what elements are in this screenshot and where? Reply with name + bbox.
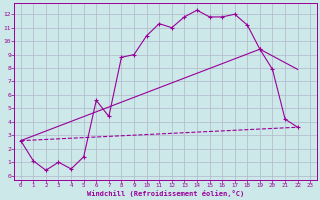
- X-axis label: Windchill (Refroidissement éolien,°C): Windchill (Refroidissement éolien,°C): [87, 190, 244, 197]
